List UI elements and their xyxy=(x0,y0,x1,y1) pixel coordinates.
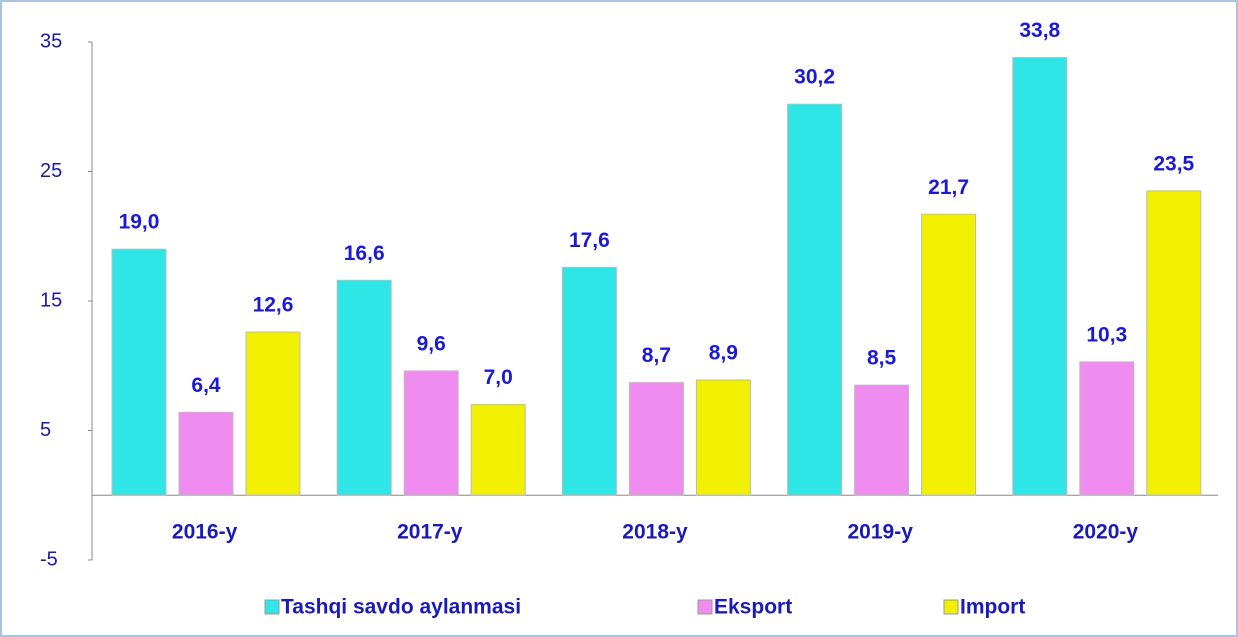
y-tick-label: 5 xyxy=(40,419,51,441)
value-label: 23,5 xyxy=(1153,152,1194,175)
value-label: 6,4 xyxy=(191,374,221,397)
legend-swatch xyxy=(943,599,959,615)
value-label: 8,9 xyxy=(709,342,738,365)
legend-label: Import xyxy=(960,596,1025,619)
value-label: 12,6 xyxy=(253,294,294,317)
bar xyxy=(695,379,751,496)
bar xyxy=(111,248,167,496)
legend-swatch xyxy=(264,599,280,615)
legend-label: Tashqi savdo aylanmasi xyxy=(281,596,521,619)
bar xyxy=(628,382,684,496)
value-label: 7,0 xyxy=(484,366,513,389)
y-tick-label: 15 xyxy=(40,289,62,311)
bar xyxy=(1146,190,1202,496)
x-tick-label: 2017-y xyxy=(397,521,463,544)
value-label: 10,3 xyxy=(1086,323,1127,346)
value-label: 30,2 xyxy=(794,66,835,89)
y-tick-label: -5 xyxy=(40,548,58,570)
x-tick-label: 2018-y xyxy=(622,521,688,544)
x-tick-label: 2019-y xyxy=(848,521,914,544)
legend-swatch xyxy=(697,599,713,615)
value-label: 9,6 xyxy=(417,332,446,355)
value-label: 8,5 xyxy=(867,347,897,370)
legend-label: Eksport xyxy=(714,596,792,619)
value-label: 17,6 xyxy=(569,229,610,252)
bar xyxy=(787,103,843,496)
value-label: 19,0 xyxy=(119,211,160,234)
bar xyxy=(854,384,910,496)
bar xyxy=(561,266,617,496)
bar xyxy=(245,331,301,496)
bar xyxy=(1079,361,1135,496)
bar xyxy=(1012,57,1068,496)
y-tick-label: 35 xyxy=(40,30,62,52)
y-tick-label: 25 xyxy=(40,160,62,182)
value-label: 8,7 xyxy=(642,344,671,367)
value-label: 33,8 xyxy=(1019,19,1060,42)
bar xyxy=(336,279,392,496)
bar xyxy=(921,213,977,496)
bar xyxy=(470,404,526,496)
value-label: 16,6 xyxy=(344,242,385,265)
bar xyxy=(403,370,459,496)
x-tick-label: 2016-y xyxy=(172,521,238,544)
bar xyxy=(178,411,234,496)
value-label: 21,7 xyxy=(928,176,969,199)
x-tick-label: 2020-y xyxy=(1073,521,1139,544)
